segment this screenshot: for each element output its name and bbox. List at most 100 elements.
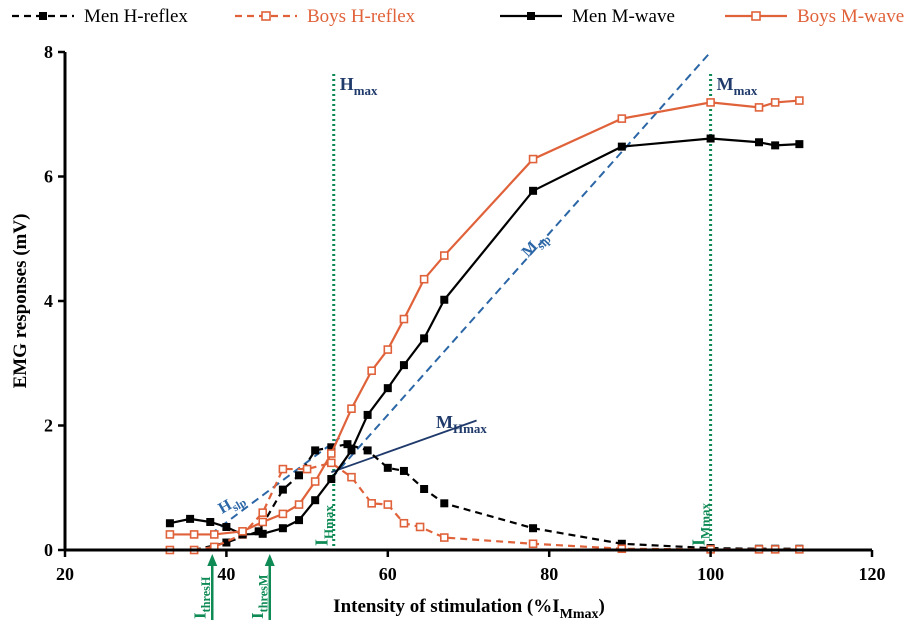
legend-label-3: Boys M-wave (797, 6, 904, 27)
fit-label-MHmax-main: M (436, 412, 453, 432)
y-tick-label: 4 (44, 291, 53, 311)
data-point-s3-19 (770, 98, 780, 107)
fit-lines (209, 51, 712, 536)
annotations: HmaxIHmaxMmaxIMmaxMslpHslpMHmaxIthresHIt… (190, 74, 758, 620)
x-tick-label: 20 (56, 564, 74, 584)
data-point-s0-15 (617, 539, 626, 548)
data-point-s2-13 (399, 361, 408, 370)
y-tick-label: 8 (44, 42, 53, 62)
data-point-s3-17 (706, 98, 715, 107)
vline-label-Mmax-main: M (717, 74, 734, 94)
data-point-s2-19 (755, 138, 764, 147)
data-point-s1-10 (383, 500, 393, 509)
x-axis-title-close: ) (599, 596, 605, 617)
legend-label-0: Men H-reflex (84, 6, 188, 27)
data-point-s2-1 (186, 514, 195, 523)
reference-lines (332, 74, 713, 550)
data-point-s3-12 (399, 314, 409, 324)
data-point-s0-14 (529, 524, 538, 533)
data-point-s3-16 (617, 114, 627, 123)
data-point-s2-12 (383, 384, 392, 393)
vline-label-Mmax-sub: max (734, 83, 758, 98)
data-point-s1-6 (302, 464, 312, 474)
threshold-arrow-head-ithreshH (207, 554, 218, 566)
data-point-s0-2 (222, 538, 231, 547)
data-point-s3-7 (310, 477, 320, 486)
threshold-label-ithreshM: IthresM (248, 574, 271, 619)
data-series (165, 96, 804, 555)
data-point-s1-5 (278, 464, 288, 474)
x-axis-title-main: Intensity of stimulation (%I (333, 596, 559, 617)
data-point-s0-6 (311, 446, 320, 455)
data-point-s2-20 (771, 141, 780, 150)
data-point-s3-18 (754, 103, 764, 112)
data-point-s2-16 (529, 186, 538, 195)
vline-sublabel-Hmax-sub: Hmax (321, 505, 336, 539)
data-point-s1-4 (258, 508, 268, 517)
threshold-label-ithreshM-main: I (248, 612, 267, 619)
data-point-s0-9 (363, 446, 372, 455)
data-point-s2-0 (165, 519, 174, 528)
data-point-s1-9 (367, 499, 376, 508)
data-point-s0-5 (295, 471, 304, 480)
data-point-s0-8 (343, 440, 352, 449)
data-point-s2-17 (617, 142, 626, 151)
vline-sublabel-Hmax-main: I (312, 539, 332, 546)
data-point-s3-14 (439, 251, 449, 260)
data-point-s2-3 (222, 522, 231, 531)
data-point-s3-10 (367, 366, 376, 376)
data-point-s3-20 (795, 96, 804, 105)
data-point-s3-6 (294, 500, 304, 509)
fit-label-MHmax: MHmax (436, 412, 487, 436)
data-point-s2-21 (795, 140, 804, 149)
data-point-s0-13 (440, 499, 449, 508)
y-tick-label: 0 (44, 540, 53, 560)
data-point-s1-8 (347, 472, 356, 482)
x-tick-label: 60 (379, 564, 397, 584)
threshold-label-ithreshH-sub: thresH (199, 576, 213, 612)
legend-marker-2 (527, 12, 535, 20)
vline-sublabel-Mmax: IMmax (689, 502, 713, 546)
data-point-s3-9 (347, 404, 356, 413)
data-point-s3-2 (209, 530, 219, 539)
y-axis-title: EMG responses (mV) (10, 214, 31, 389)
data-point-s3-3 (238, 527, 247, 536)
legend-marker-3 (751, 11, 761, 21)
fit-line-M_slp (330, 51, 712, 480)
data-point-s0-7 (327, 443, 336, 452)
data-point-s2-18 (706, 134, 715, 143)
data-point-s2-6 (278, 524, 287, 533)
series-line-1 (169, 461, 800, 552)
y-tick-label: 6 (44, 167, 53, 187)
fit-label-H_slp: Hslp (216, 489, 249, 520)
x-tick-label: 80 (540, 564, 558, 584)
fit-label-MHmax-sub: Hmax (453, 421, 487, 436)
threshold-label-ithreshH-main: I (190, 612, 209, 619)
data-point-s3-0 (165, 530, 175, 539)
data-point-s2-10 (347, 446, 356, 455)
data-point-s3-1 (189, 530, 199, 539)
legend-label-2: Men M-wave (572, 6, 675, 27)
data-point-s3-15 (528, 154, 538, 164)
data-point-s2-8 (311, 496, 320, 505)
data-point-s0-10 (383, 463, 392, 472)
data-point-s1-7 (327, 458, 336, 468)
threshold-label-ithreshM-sub: thresM (257, 574, 271, 612)
data-point-s1-12 (415, 522, 425, 532)
x-axis-title: Intensity of stimulation (%IMmax) (333, 596, 605, 622)
data-point-s2-11 (363, 410, 372, 419)
data-point-s2-5 (258, 529, 267, 538)
data-point-s2-9 (327, 475, 336, 484)
data-point-s3-13 (419, 274, 429, 284)
data-point-s1-13 (439, 533, 449, 542)
data-point-s2-7 (295, 516, 304, 525)
y-tick-label: 2 (44, 416, 53, 436)
data-point-s1-11 (399, 518, 409, 528)
series-line-3 (169, 99, 800, 536)
data-point-s2-2 (206, 517, 215, 526)
data-point-s3-11 (383, 345, 393, 354)
x-axis-title-sub: Mmax (560, 607, 599, 622)
legend-label-1: Boys H-reflex (307, 6, 416, 27)
vline-label-Mmax: Mmax (717, 74, 758, 98)
